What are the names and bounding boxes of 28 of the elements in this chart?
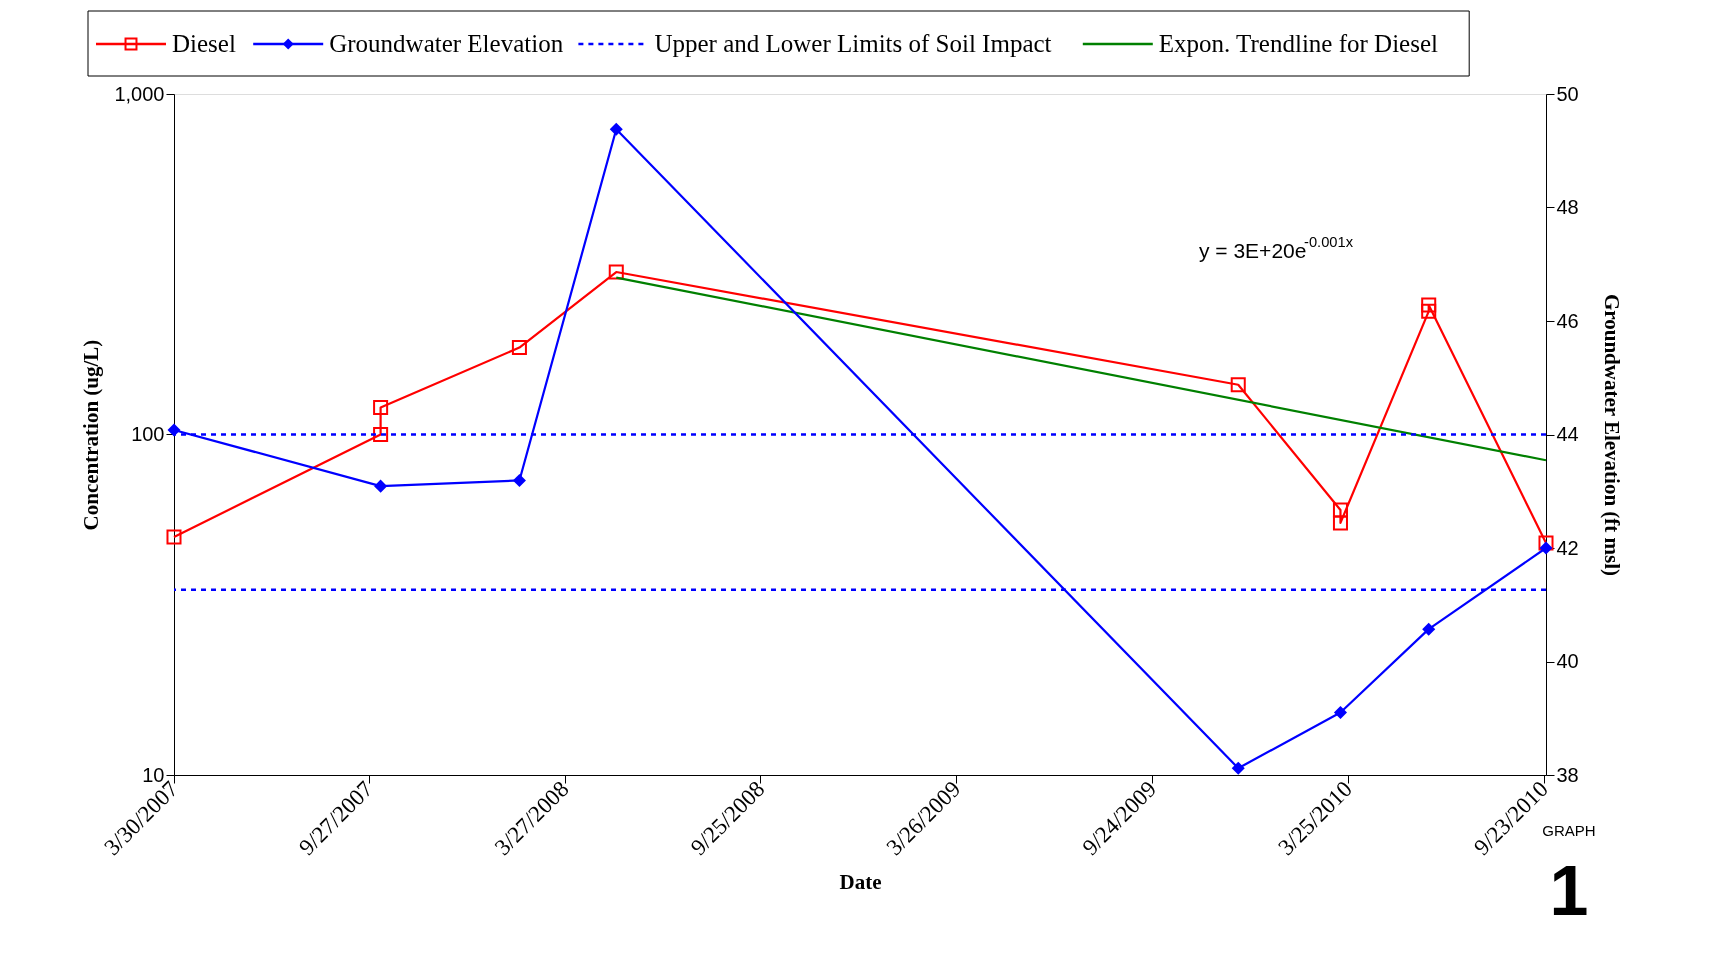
y-axis-title: Concentration (ug/L): [79, 339, 104, 531]
text: 1: [1549, 852, 1589, 930]
point: [373, 426, 389, 443]
y2-tick-label: 46: [1556, 309, 1579, 332]
point: [511, 340, 527, 356]
legend-label: Upper and Lower Limits of Soil Impact: [654, 30, 1052, 57]
y2-tick-label: 50: [1556, 82, 1579, 105]
x-axis-title: Date: [839, 869, 882, 894]
legend-label: Groundwater Elevation: [329, 30, 564, 57]
y-tick-label: 1,000: [114, 82, 165, 105]
point: [1230, 377, 1246, 393]
point: [1332, 502, 1348, 518]
point: [373, 400, 389, 416]
y2-tick-label: 38: [1556, 763, 1579, 786]
y2-tick-label: 48: [1556, 196, 1579, 218]
y2-tick-label: 44: [1556, 423, 1579, 445]
point: [166, 529, 182, 545]
y2-tick-label: 42: [1556, 536, 1579, 559]
legend-label: Diesel: [172, 30, 236, 57]
y2-axis-title: Groundwater Elevation (ft msl): [1599, 293, 1624, 577]
point: [608, 264, 624, 280]
y2-tick-label: 40: [1556, 650, 1579, 672]
point: [1421, 297, 1437, 313]
point: [1421, 303, 1437, 319]
y-tick-label: 100: [131, 423, 165, 445]
legend-label: Expon. Trendline for Diesel: [1158, 30, 1438, 57]
point: [1538, 535, 1554, 551]
point: [1332, 515, 1348, 531]
